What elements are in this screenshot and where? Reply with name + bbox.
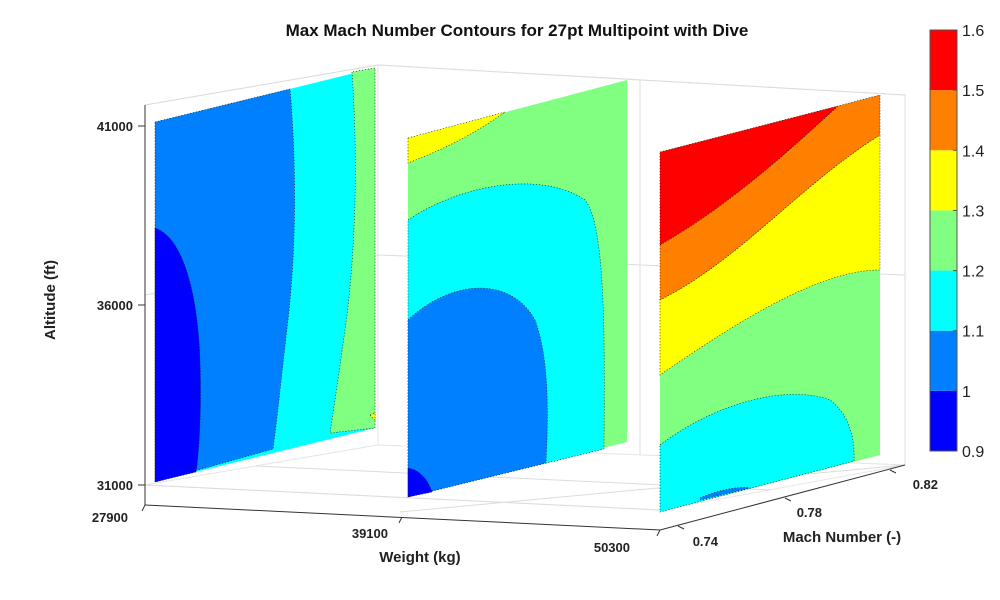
- y-axis-ticks: 0.74 0.78 0.82: [677, 469, 938, 549]
- slice1-level-1.3: [369, 412, 376, 421]
- slice1-level-1.2: [329, 67, 376, 434]
- y-tick-mark: [784, 497, 792, 502]
- axis-lines: [144, 105, 906, 531]
- slice3-level-1.0: [699, 487, 751, 501]
- y-tick-mark: [677, 525, 685, 530]
- colorbar-tick-label: 1.5: [962, 83, 984, 100]
- z-tick-label: 31000: [97, 478, 133, 493]
- x-tick-mark: [141, 504, 146, 512]
- y-tick-label: 0.82: [913, 477, 938, 492]
- colorbar-tick-label: 1.3: [962, 203, 984, 220]
- colorbar-tick-label: 1.4: [962, 143, 984, 160]
- x-tick-mark: [656, 529, 661, 537]
- colorbar-tick-label: 1.2: [962, 264, 984, 281]
- colorbar-tick-label: 1.1: [962, 324, 984, 341]
- colorbar-swatch: [930, 90, 957, 151]
- colorbar-tick-label: 1.6: [962, 23, 984, 40]
- colorbar-tick-label: 1: [962, 384, 971, 401]
- slice3-level-1.1: [659, 394, 855, 513]
- z-tick-label: 36000: [97, 298, 133, 313]
- y-tick-label: 0.74: [693, 534, 719, 549]
- slice2-level-1.3: [407, 111, 506, 164]
- x-tick-label: 39100: [352, 526, 388, 541]
- x-tick-label: 50300: [594, 540, 630, 555]
- x-tick-label: 27900: [92, 510, 128, 525]
- slice-weight-50300: [659, 94, 881, 513]
- colorbar-swatch: [930, 150, 957, 211]
- z-tick-label: 41000: [97, 119, 133, 134]
- colorbar-tick-label: 0.9: [962, 444, 984, 461]
- slice1-level-0.9: [154, 227, 201, 483]
- y-tick-label: 0.78: [797, 505, 822, 520]
- colorbar-swatch: [930, 330, 957, 391]
- slice-weight-27900: [154, 67, 376, 483]
- colorbar-swatch: [930, 210, 957, 271]
- x-axis-label: Weight (kg): [379, 549, 460, 566]
- slice-weight-39100: [407, 80, 627, 498]
- x-axis-ticks: 27900 39100 50300: [92, 504, 661, 555]
- x-tick-mark: [398, 516, 403, 524]
- z-axis-ticks: 31000 36000 41000: [97, 119, 145, 493]
- slice2-level-0.9: [407, 467, 433, 498]
- colorbar-swatch: [930, 270, 957, 331]
- z-axis-label: Altitude (ft): [42, 260, 59, 340]
- colorbar-swatch: [930, 390, 957, 451]
- slice3-level-1.3: [659, 134, 881, 376]
- slice2-level-1.0: [407, 287, 548, 498]
- y-tick-mark: [889, 469, 897, 474]
- y-axis-label: Mach Number (-): [783, 529, 901, 546]
- chart-title: Max Mach Number Contours for 27pt Multip…: [286, 21, 749, 40]
- colorbar-swatch: [930, 30, 957, 91]
- colorbar: 1.6 1.5 1.4 1.3 1.2 1.1 1 0.9: [929, 23, 984, 461]
- colorbar-frame: [929, 29, 958, 452]
